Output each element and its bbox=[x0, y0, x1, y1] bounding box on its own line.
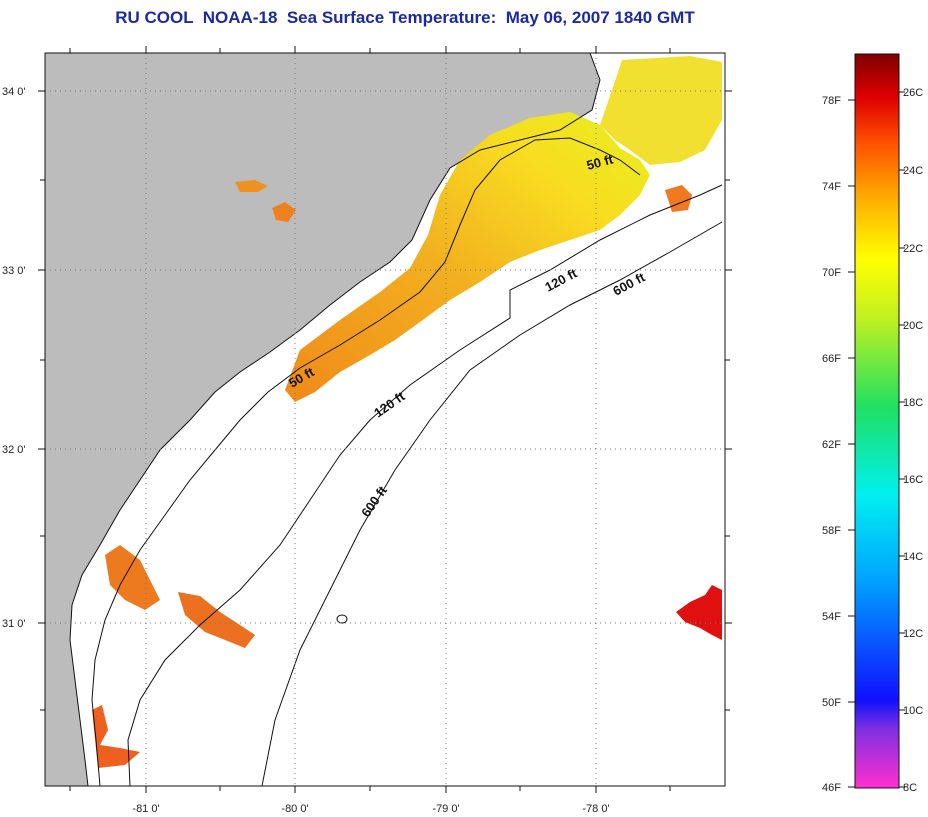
colorbar: 78F 74F 70F 66F 62F 58F 54F 50F 46F 26C … bbox=[822, 53, 923, 794]
map-area: 50 ft 50 ft 120 ft 120 ft 600 ft 600 ft bbox=[45, 53, 725, 786]
colorbar-c-24: 24C bbox=[903, 165, 923, 177]
cape-fear-warm-patch bbox=[665, 185, 692, 212]
seamount-contour bbox=[336, 614, 348, 624]
small-warm-patch-2 bbox=[235, 180, 268, 192]
isobath-120ft bbox=[127, 184, 723, 786]
florida-patch bbox=[92, 705, 140, 768]
lon-label-81: -81 0' bbox=[132, 803, 159, 815]
offshore-warm-patch bbox=[178, 592, 255, 648]
gulf-stream-hot-patch bbox=[676, 585, 722, 640]
colorbar-f-62: 62F bbox=[822, 439, 841, 451]
colorbar-c-18: 18C bbox=[903, 397, 923, 409]
tick-marks bbox=[38, 46, 732, 793]
colorbar-c-12: 12C bbox=[903, 628, 923, 640]
colorbar-f-46: 46F bbox=[822, 782, 841, 794]
colorbar-c-22: 22C bbox=[903, 243, 923, 255]
colorbar-c-10: 10C bbox=[903, 705, 923, 717]
lat-label-34: 34 0' bbox=[2, 86, 26, 98]
isobath-50ft bbox=[91, 137, 641, 786]
colorbar-f-66: 66F bbox=[822, 353, 841, 365]
colorbar-f-74: 74F bbox=[822, 181, 841, 193]
lon-label-80: -80 0' bbox=[281, 803, 308, 815]
colorbar-f-70: 70F bbox=[822, 267, 841, 279]
graticule bbox=[45, 53, 725, 786]
colorbar-c-16: 16C bbox=[903, 474, 923, 486]
colorbar-f-58: 58F bbox=[822, 525, 841, 537]
shelf-warm-water bbox=[285, 112, 650, 402]
colorbar-c-8: 8C bbox=[903, 782, 917, 794]
isobath-600ft bbox=[261, 221, 723, 786]
land-mass bbox=[45, 53, 600, 786]
map-title: RU COOL NOAA-18 Sea Surface Temperature:… bbox=[115, 8, 695, 27]
colorbar-f-54: 54F bbox=[822, 611, 841, 623]
colorbar-ticks bbox=[848, 91, 905, 788]
lon-label-78: -78 0' bbox=[582, 803, 609, 815]
contour-label-50ft-north: 50 ft bbox=[585, 151, 615, 173]
lon-label-79: -79 0' bbox=[432, 803, 459, 815]
north-warm-water bbox=[600, 56, 722, 165]
map-frame bbox=[44, 52, 726, 787]
colorbar-ramp bbox=[854, 53, 900, 789]
lat-label-32: 32 0' bbox=[2, 444, 26, 456]
colorbar-f-50: 50F bbox=[822, 697, 841, 709]
colorbar-f-78: 78F bbox=[822, 95, 841, 107]
lat-label-31: 31 0' bbox=[2, 618, 26, 630]
colorbar-c-26: 26C bbox=[903, 87, 923, 99]
small-warm-patch-1 bbox=[272, 202, 296, 222]
colorbar-c-20: 20C bbox=[903, 320, 923, 332]
lat-label-33: 33 0' bbox=[2, 265, 26, 277]
colorbar-c-14: 14C bbox=[903, 551, 923, 563]
